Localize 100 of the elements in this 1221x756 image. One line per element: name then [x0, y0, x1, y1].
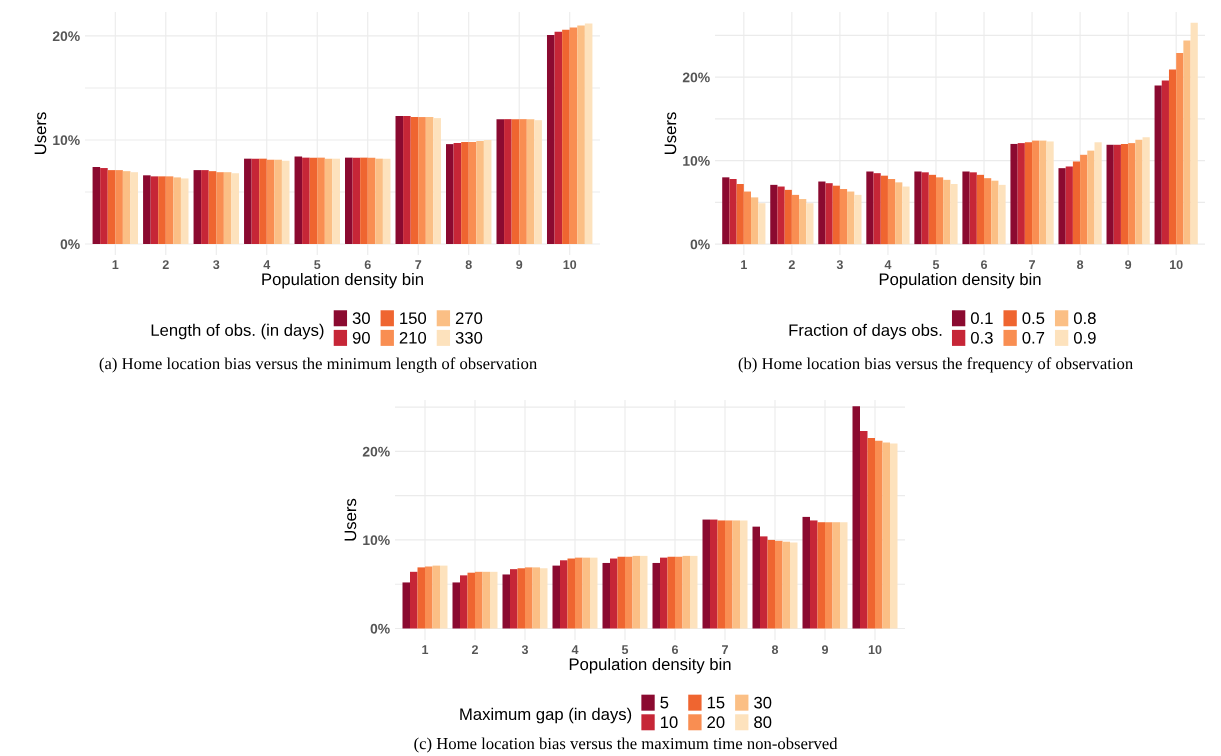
bar	[231, 173, 239, 244]
bar	[403, 116, 411, 244]
bar	[732, 520, 740, 629]
bar	[173, 177, 181, 244]
bar	[736, 184, 744, 245]
bar	[702, 519, 710, 629]
bar	[991, 180, 999, 245]
legend-label: 80	[754, 716, 772, 729]
x-tick-label: 1	[741, 260, 747, 269]
bar	[652, 562, 660, 629]
x-tick-label: 3	[213, 260, 220, 270]
bar	[1183, 40, 1191, 245]
bar	[969, 172, 977, 245]
bar	[743, 191, 752, 245]
bar	[216, 172, 224, 244]
bar	[180, 178, 189, 244]
bar	[1176, 52, 1184, 245]
bar	[1113, 144, 1121, 245]
bar	[410, 117, 419, 244]
legend-label: 270	[455, 312, 483, 325]
bar	[810, 520, 818, 629]
bar	[675, 556, 683, 629]
bar	[832, 185, 840, 245]
bar	[1010, 143, 1018, 245]
legend-label: 20	[707, 716, 725, 729]
bar	[552, 565, 560, 629]
bar	[130, 172, 139, 244]
bar	[1154, 85, 1162, 245]
bar	[1135, 139, 1143, 245]
x-tick-label: 5	[621, 645, 629, 655]
bar	[519, 119, 527, 244]
bar	[943, 179, 951, 245]
bar	[294, 156, 303, 244]
legend-label: 0.5	[1022, 312, 1045, 325]
bar	[395, 116, 404, 244]
bar	[532, 567, 540, 629]
bar	[914, 171, 922, 245]
bar	[468, 142, 477, 244]
bar	[165, 176, 174, 244]
bar	[729, 179, 737, 245]
legend-label: 10	[660, 716, 678, 729]
bar	[1087, 150, 1095, 245]
bar	[440, 565, 448, 629]
y-axis-title: Users	[664, 112, 677, 154]
bar	[751, 197, 759, 245]
bar	[875, 440, 883, 629]
bar	[410, 571, 418, 629]
bar	[873, 173, 881, 245]
legend-title: Fraction of days obs.	[789, 323, 942, 340]
bar	[452, 582, 460, 629]
bar	[690, 555, 698, 629]
x-tick-label: 4	[571, 645, 579, 654]
bar	[777, 186, 785, 245]
legend-label: 5	[660, 696, 669, 709]
bar	[502, 574, 510, 629]
bar	[534, 120, 542, 244]
bar	[825, 183, 833, 245]
bar	[526, 119, 535, 244]
x-tick-label: 8	[771, 645, 779, 655]
bar	[143, 175, 151, 244]
bar	[1024, 142, 1033, 245]
bar	[880, 175, 888, 245]
bar	[1032, 140, 1040, 245]
bar	[193, 170, 202, 244]
legend-title: Maximum gap (in days)	[460, 707, 632, 724]
x-tick-label: 4	[263, 260, 271, 269]
bar	[832, 522, 840, 629]
bar	[840, 522, 848, 629]
legend-label: 0.1	[970, 312, 993, 325]
bar	[517, 568, 525, 629]
bar	[1106, 144, 1114, 245]
bar	[921, 172, 929, 245]
bar	[818, 181, 826, 245]
bar	[274, 159, 282, 244]
bar	[575, 557, 583, 629]
text: (c) Home location bias versus the maximum time non-observed	[414, 737, 838, 753]
x-tick-label: 4	[884, 260, 892, 269]
x-tick-label: 6	[981, 260, 988, 270]
bar	[752, 526, 760, 629]
y-tick-label: 0%	[690, 239, 710, 250]
bar	[887, 179, 896, 245]
bar	[281, 160, 290, 244]
bar	[806, 203, 814, 245]
bar	[602, 562, 610, 629]
x-tick-label: 5	[314, 260, 321, 270]
bar	[782, 541, 790, 629]
bar	[722, 177, 730, 245]
y-tick-label: 0%	[370, 623, 390, 634]
bar	[425, 117, 434, 244]
bar	[540, 568, 548, 629]
bar	[100, 168, 108, 244]
bar	[475, 571, 483, 629]
bar	[928, 174, 936, 245]
bar	[418, 117, 426, 244]
x-tick-label: 6	[364, 260, 371, 270]
bar	[1094, 142, 1102, 245]
x-tick-label: 10	[563, 260, 577, 270]
y-tick-label: 20%	[52, 31, 80, 42]
bar	[770, 184, 778, 245]
text: (a) Home location bias versus the minimum length of observation	[99, 357, 537, 373]
